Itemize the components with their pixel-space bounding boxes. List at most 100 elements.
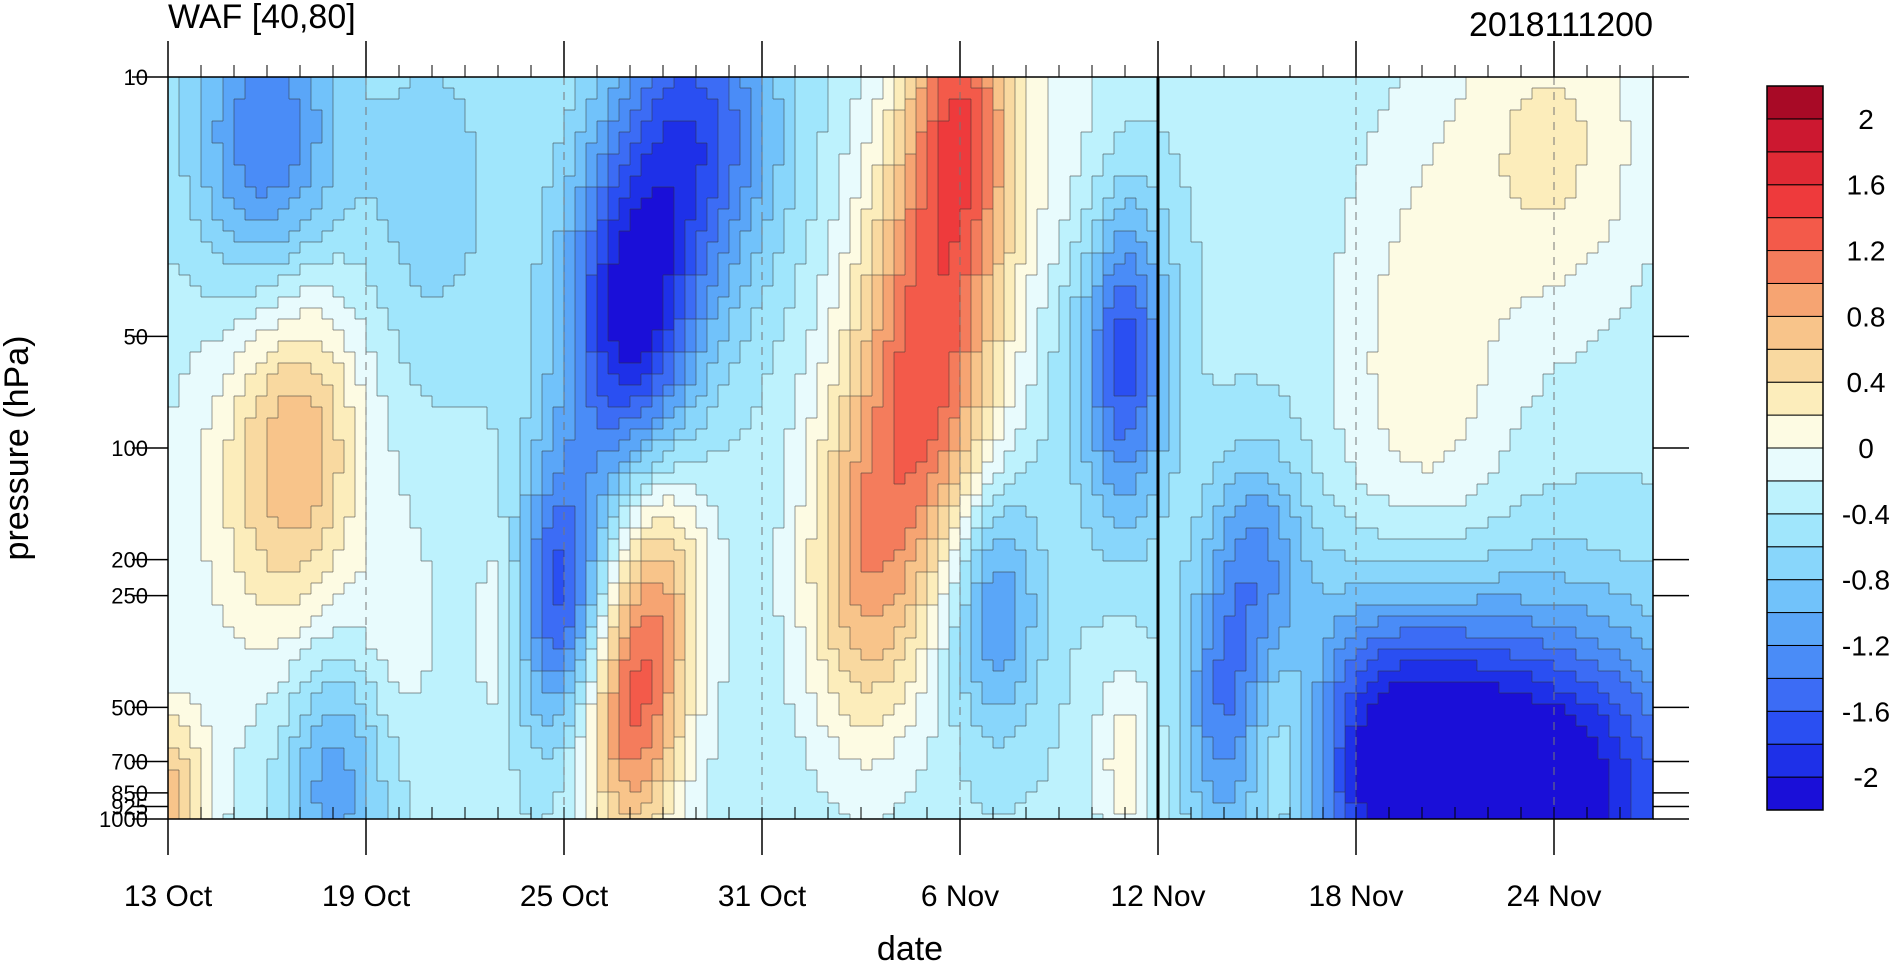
field-cell xyxy=(256,77,268,89)
field-cell xyxy=(1191,176,1203,188)
field-cell xyxy=(212,396,224,408)
field-cell xyxy=(1598,374,1610,386)
field-cell xyxy=(1378,374,1390,386)
field-cell xyxy=(993,176,1005,188)
field-cell xyxy=(1180,77,1192,89)
field-cell xyxy=(1609,418,1621,430)
field-cell xyxy=(1576,187,1588,199)
field-cell xyxy=(1345,77,1357,89)
field-cell xyxy=(432,308,444,320)
field-cell xyxy=(817,407,829,419)
field-cell xyxy=(234,187,246,199)
field-cell xyxy=(300,341,312,353)
field-cell xyxy=(476,429,488,441)
field-cell xyxy=(333,231,345,243)
field-cell xyxy=(1499,209,1511,221)
field-cell xyxy=(1609,352,1621,364)
field-cell xyxy=(1312,352,1324,364)
field-cell xyxy=(201,154,213,166)
field-cell xyxy=(432,319,444,331)
field-cell xyxy=(564,242,576,254)
field-cell xyxy=(1477,187,1489,199)
field-cell xyxy=(1378,220,1390,232)
field-cell xyxy=(256,198,268,210)
field-cell xyxy=(399,220,411,232)
field-cell xyxy=(1378,165,1390,177)
field-cell xyxy=(1202,231,1214,243)
field-cell xyxy=(1543,88,1555,100)
field-cell xyxy=(971,176,983,188)
field-cell xyxy=(971,77,983,89)
field-cell xyxy=(960,286,972,298)
field-cell xyxy=(1565,385,1577,397)
field-cell xyxy=(784,110,796,122)
field-cell xyxy=(575,154,587,166)
field-cell xyxy=(685,176,697,188)
field-cell xyxy=(619,308,631,320)
field-cell xyxy=(938,275,950,287)
field-cell xyxy=(1081,121,1093,133)
field-cell xyxy=(1037,418,1049,430)
field-cell xyxy=(223,143,235,155)
field-cell xyxy=(1136,330,1148,342)
field-cell xyxy=(1400,440,1412,452)
field-cell xyxy=(355,341,367,353)
field-cell xyxy=(1279,473,1291,485)
field-cell xyxy=(1455,143,1467,155)
field-cell xyxy=(1389,253,1401,265)
field-cell xyxy=(586,352,598,364)
field-cell xyxy=(388,231,400,243)
field-cell xyxy=(267,132,279,144)
field-cell xyxy=(1290,132,1302,144)
field-cell xyxy=(465,341,477,353)
field-cell xyxy=(1565,176,1577,188)
field-cell xyxy=(630,396,642,408)
field-cell xyxy=(344,330,356,342)
field-cell xyxy=(1543,198,1555,210)
field-cell xyxy=(509,253,521,265)
field-cell xyxy=(960,165,972,177)
field-cell xyxy=(1092,154,1104,166)
field-cell xyxy=(1059,165,1071,177)
field-cell xyxy=(586,132,598,144)
field-cell xyxy=(1015,319,1027,331)
field-cell xyxy=(630,198,642,210)
field-cell xyxy=(179,165,191,177)
field-cell xyxy=(476,374,488,386)
field-cell xyxy=(553,231,565,243)
field-cell xyxy=(1048,407,1060,419)
field-cell xyxy=(630,242,642,254)
field-cell xyxy=(1257,154,1269,166)
field-cell xyxy=(927,330,939,342)
field-cell xyxy=(652,451,664,463)
field-cell xyxy=(1576,242,1588,254)
field-cell xyxy=(641,253,653,265)
field-cell xyxy=(718,77,730,89)
field-cell xyxy=(553,352,565,364)
field-cell xyxy=(971,385,983,397)
field-cell xyxy=(575,88,587,100)
field-cell xyxy=(1169,396,1181,408)
field-cell xyxy=(1213,297,1225,309)
field-cell xyxy=(1378,154,1390,166)
field-cell xyxy=(1455,110,1467,122)
field-cell xyxy=(1081,176,1093,188)
field-cell xyxy=(509,308,521,320)
field-cell xyxy=(1433,462,1445,474)
field-cell xyxy=(575,176,587,188)
field-cell xyxy=(1290,319,1302,331)
field-cell xyxy=(685,451,697,463)
field-cell xyxy=(410,297,422,309)
field-cell xyxy=(685,319,697,331)
field-cell xyxy=(1169,286,1181,298)
field-cell xyxy=(806,385,818,397)
field-cell xyxy=(168,286,180,298)
field-cell xyxy=(267,198,279,210)
field-cell xyxy=(608,407,620,419)
field-cell xyxy=(1224,297,1236,309)
field-cell xyxy=(355,407,367,419)
field-cell xyxy=(828,121,840,133)
field-cell xyxy=(410,440,422,452)
field-cell xyxy=(993,418,1005,430)
field-cell xyxy=(1158,396,1170,408)
